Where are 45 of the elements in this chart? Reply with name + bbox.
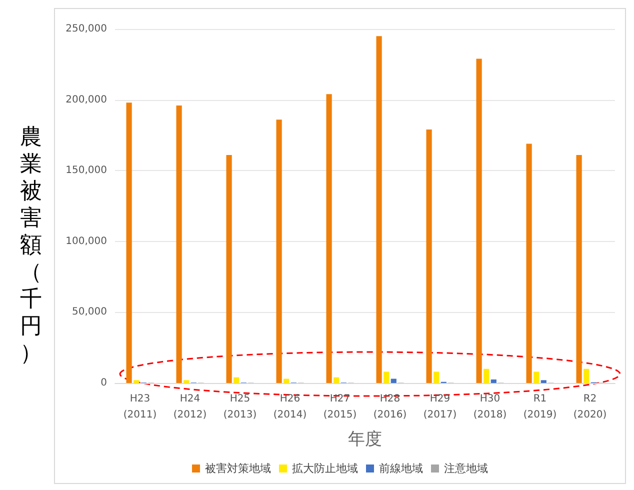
legend-label: 注意地域 (444, 462, 488, 475)
bar (283, 378, 289, 383)
legend-label: 被害対策地域 (204, 462, 271, 475)
bar (583, 368, 589, 383)
y-tick-label: 0 (100, 378, 107, 388)
bar (540, 380, 546, 383)
bar (226, 155, 232, 383)
y-tick-label: 50,000 (72, 306, 107, 318)
text: 農業被害額（千円） (20, 124, 42, 366)
bar (533, 372, 539, 383)
x-axis-title: 年度 (348, 430, 382, 450)
bar (126, 102, 132, 383)
y-tick-label: 250,000 (65, 24, 107, 34)
y-tick-label: 200,000 (65, 94, 107, 106)
x-tick-label: H29 (2017) (423, 394, 457, 420)
bar (490, 379, 496, 383)
x-tick-label: H26 (2014) (273, 394, 307, 420)
bar (276, 120, 282, 383)
bar (176, 105, 182, 383)
x-tick-label: H27 (2015) (323, 394, 357, 420)
bar (576, 155, 582, 383)
bar (476, 58, 482, 383)
y-tick-label: 150,000 (65, 165, 107, 176)
bar (233, 377, 239, 383)
bar (133, 380, 139, 383)
x-tick-label: H23 (2011) (123, 394, 157, 420)
bar (376, 36, 382, 383)
bar (433, 372, 439, 383)
x-tick-label: H28 (2016) (373, 394, 407, 420)
bar (383, 372, 389, 383)
bar (333, 377, 339, 383)
x-tick-label: H25 (2013) (223, 394, 257, 420)
legend-label: 拡大防止地域 (292, 462, 358, 475)
bar (483, 368, 489, 383)
bar (426, 130, 432, 383)
legend-label: 前線地域 (378, 462, 423, 475)
bar (526, 144, 532, 383)
y-tick-label: 100,000 (65, 236, 107, 247)
x-tick-label: R2 (2020) (573, 394, 607, 420)
x-tick-label: R1 (2019) (523, 394, 557, 420)
bar (183, 380, 189, 383)
bar (326, 94, 332, 383)
bar (390, 378, 396, 383)
x-tick-label: H30 (2018) (473, 394, 507, 420)
x-tick-label: H24 (2012) (173, 394, 207, 420)
